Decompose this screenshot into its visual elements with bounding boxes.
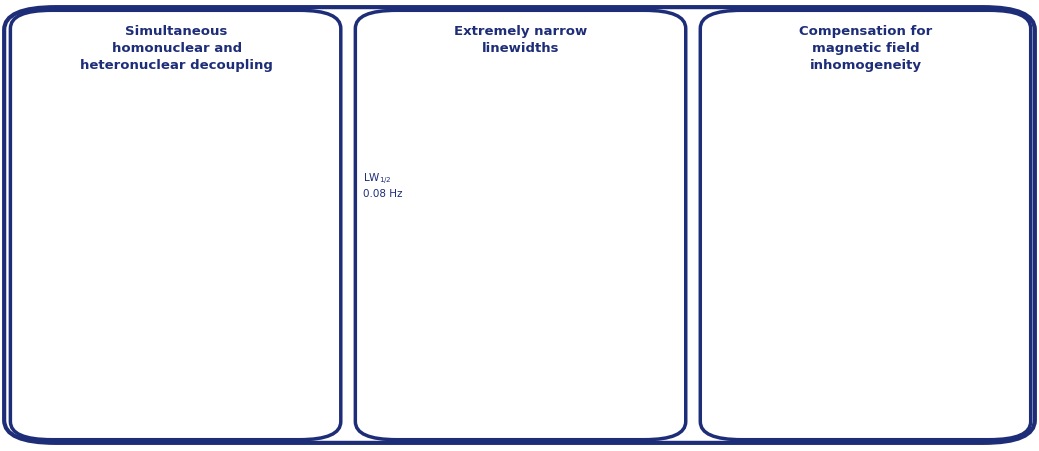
Text: F: F	[472, 87, 479, 97]
Text: Simultaneous
homonuclear and
heteronuclear decoupling: Simultaneous homonuclear and heteronucle…	[80, 25, 273, 72]
Text: F: F	[458, 194, 465, 204]
Text: F: F	[183, 125, 190, 135]
Text: F: F	[855, 177, 862, 187]
Text: Compensation for
magnetic field
inhomogeneity: Compensation for magnetic field inhomoge…	[799, 25, 932, 72]
Text: F: F	[762, 87, 770, 97]
Text: F: F	[185, 182, 192, 192]
Text: Extremely narrow
linewidths: Extremely narrow linewidths	[454, 25, 587, 55]
Text: F: F	[746, 177, 753, 187]
Text: F: F	[63, 182, 71, 192]
Text: F: F	[416, 87, 424, 97]
Text: F: F	[400, 177, 407, 187]
Text: Miss-shimmed $^{19}$F 1D: Miss-shimmed $^{19}$F 1D	[798, 398, 933, 414]
Text: OH: OH	[575, 137, 592, 150]
Text: sel: sel	[158, 280, 177, 293]
Text: F: F	[124, 211, 132, 221]
Ellipse shape	[766, 84, 830, 109]
Text: ×10: ×10	[295, 378, 320, 391]
Text: OH: OH	[921, 137, 938, 150]
Text: F: F	[65, 125, 73, 135]
Text: F: F	[804, 194, 811, 204]
Text: SHARPER: SHARPER	[865, 285, 936, 297]
Text: $^{19}$F 1D: $^{19}$F 1D	[155, 400, 197, 416]
Ellipse shape	[55, 121, 83, 139]
Text: sel: sel	[422, 400, 438, 412]
Text: F: F	[818, 87, 825, 97]
Text: sel: sel	[847, 285, 865, 297]
Text: ×20: ×20	[646, 368, 670, 382]
Text: $^{19}$F 1D: $^{19}$F 1D	[575, 398, 616, 414]
Ellipse shape	[418, 83, 485, 110]
Text: SHARPER: SHARPER	[438, 400, 501, 412]
Text: SHARPER: SHARPER	[177, 280, 246, 293]
Ellipse shape	[172, 121, 201, 139]
Text: ×10: ×10	[989, 374, 1014, 387]
Text: LW$_{1/2}$
0.08 Hz: LW$_{1/2}$ 0.08 Hz	[363, 171, 402, 199]
